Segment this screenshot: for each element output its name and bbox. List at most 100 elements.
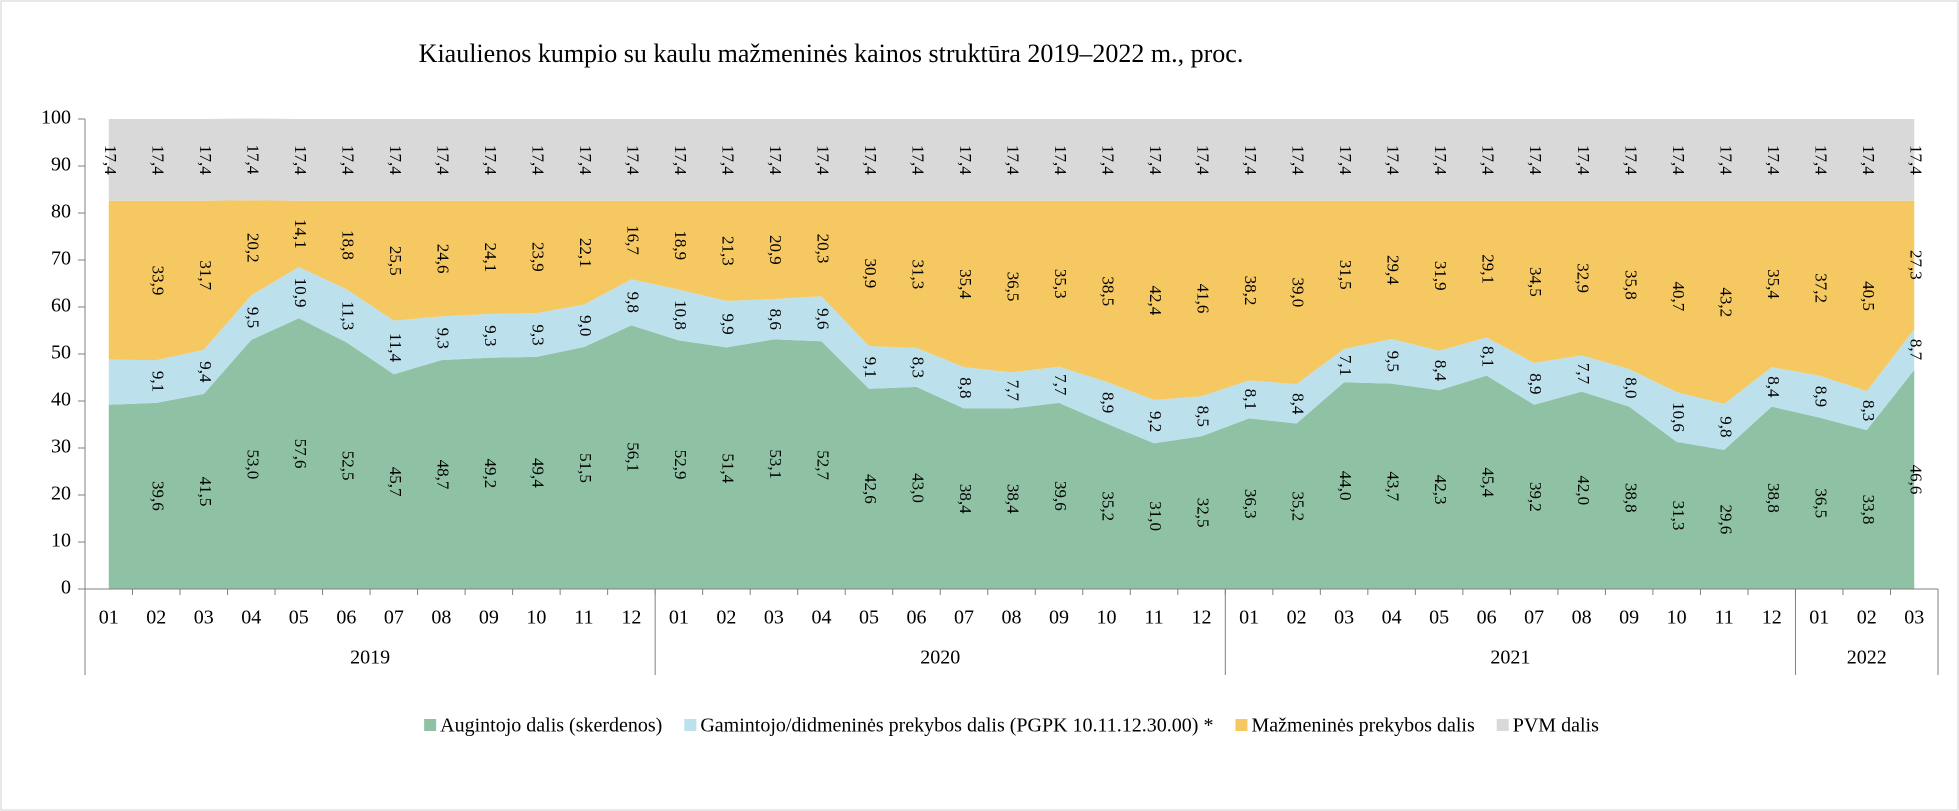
data-label: 11,4 <box>386 333 405 363</box>
data-label: 42,6 <box>861 474 880 504</box>
data-label: 7,7 <box>1004 380 1023 402</box>
data-label: 17,4 <box>623 145 642 175</box>
data-label: 23,9 <box>528 242 547 272</box>
y-tick-label: 50 <box>51 342 71 364</box>
area <box>108 200 1915 404</box>
data-label: 8,9 <box>1811 386 1830 407</box>
data-label: 51,5 <box>576 453 595 483</box>
data-label: 9,8 <box>1716 416 1735 437</box>
data-label: 17,4 <box>101 145 120 175</box>
data-label: 17,4 <box>1146 145 1165 175</box>
x-tick-label: 03 <box>764 607 784 629</box>
x-tick-label: 12 <box>1762 607 1782 629</box>
data-label: 56,1 <box>623 442 642 472</box>
data-label: 41,5 <box>196 477 215 507</box>
data-label: 17,4 <box>1289 145 1308 175</box>
data-label: 9,2 <box>1146 411 1165 432</box>
data-label: 34,5 <box>1526 267 1545 297</box>
group-label: 2021 <box>1490 647 1530 669</box>
x-tick-label: 07 <box>1524 607 1544 629</box>
data-label: 17,4 <box>956 145 975 175</box>
data-label: 17,4 <box>861 145 880 175</box>
group-label: 2022 <box>1847 647 1887 669</box>
data-label: 9,3 <box>433 328 452 349</box>
x-tick-label: 08 <box>1002 607 1022 629</box>
data-label: 38,2 <box>1241 276 1260 306</box>
data-label: 42,3 <box>1431 475 1450 505</box>
data-label: 42,0 <box>1574 475 1593 505</box>
data-label: 17,4 <box>1716 145 1735 175</box>
x-tick-label: 09 <box>1619 607 1639 629</box>
data-label: 17,4 <box>814 145 833 175</box>
data-label: 51,4 <box>719 453 738 483</box>
data-label: 9,9 <box>719 314 738 335</box>
data-label: 9,5 <box>1384 351 1403 372</box>
x-tick-label: 04 <box>1382 607 1402 629</box>
legend: Augintojo dalis (skerdenos) Gamintojo/did… <box>424 715 1599 737</box>
data-label: 17,4 <box>1526 145 1545 175</box>
x-tick-label: 01 <box>1239 607 1259 629</box>
data-label: 35,4 <box>956 269 975 299</box>
data-label: 36,3 <box>1241 489 1260 519</box>
x-tick-label: 11 <box>1715 607 1734 629</box>
data-label: 31,5 <box>1336 260 1355 290</box>
data-label: 8,4 <box>1764 376 1783 398</box>
data-label: 17,4 <box>528 145 547 175</box>
x-tick-label: 01 <box>1809 607 1829 629</box>
x-tick-label: 12 <box>1192 607 1212 629</box>
x-tick-label: 02 <box>716 607 736 629</box>
x-tick-label: 11 <box>574 607 593 629</box>
data-label: 38,4 <box>956 484 975 514</box>
data-label: 17,4 <box>1669 145 1688 175</box>
x-tick-label: 03 <box>1904 607 1924 629</box>
legend-label: Augintojo dalis (skerdenos) <box>440 715 662 737</box>
data-label: 57,6 <box>291 439 310 469</box>
chart-title: Kiaulienos kumpio su kaulu mažmeninės ka… <box>419 39 1244 68</box>
x-tick-label: 11 <box>1144 607 1163 629</box>
data-label: 35,3 <box>1051 269 1070 299</box>
data-label: 43,2 <box>1716 287 1735 317</box>
data-label: 52,5 <box>338 451 357 481</box>
data-label: 8,1 <box>1479 346 1498 367</box>
y-tick-label: 70 <box>51 248 71 270</box>
data-label: 17,4 <box>1194 145 1213 175</box>
data-label: 8,6 <box>766 309 785 330</box>
data-label: 8,5 <box>1194 406 1213 427</box>
data-label: 9,8 <box>623 292 642 313</box>
x-tick-label: 08 <box>1572 607 1592 629</box>
x-tick-label: 03 <box>1334 607 1354 629</box>
data-label: 8,7 <box>1906 339 1925 361</box>
data-label: 31,3 <box>909 259 928 289</box>
data-label: 9,6 <box>814 308 833 329</box>
data-label: 8,0 <box>1621 377 1640 398</box>
data-label: 24,6 <box>433 244 452 274</box>
data-label: 17,4 <box>1431 145 1450 175</box>
y-tick-label: 90 <box>51 154 71 176</box>
data-label: 17,4 <box>1051 145 1070 175</box>
data-label: 29,1 <box>1479 254 1498 284</box>
data-label: 18,9 <box>671 230 690 260</box>
data-label: 10,9 <box>291 278 310 308</box>
data-label: 35,8 <box>1621 270 1640 300</box>
data-label: 42,4 <box>1146 286 1165 316</box>
data-label: 38,4 <box>1004 484 1023 514</box>
data-label: 9,0 <box>576 315 595 336</box>
x-tick-label: 12 <box>621 607 641 629</box>
data-label: 43,0 <box>909 473 928 503</box>
data-label: 22,1 <box>576 238 595 268</box>
legend-label: Gamintojo/didmeninės prekybos dalis (PGP… <box>700 715 1213 737</box>
data-label: 17,4 <box>338 145 357 175</box>
data-label: 17,4 <box>909 145 928 175</box>
x-tick-label: 03 <box>194 607 214 629</box>
data-label: 39,2 <box>1526 482 1545 512</box>
data-label: 35,4 <box>1764 269 1783 299</box>
data-label: 17,4 <box>719 145 738 175</box>
x-tick-label: 02 <box>1857 607 1877 629</box>
data-label: 17,4 <box>433 145 452 175</box>
data-label: 24,1 <box>481 243 500 273</box>
data-label: 8,9 <box>1099 392 1118 413</box>
data-label: 40,5 <box>1859 281 1878 311</box>
data-label: 17,4 <box>1574 145 1593 175</box>
data-label: 27,3 <box>1906 250 1925 280</box>
y-tick-label: 100 <box>41 107 71 129</box>
